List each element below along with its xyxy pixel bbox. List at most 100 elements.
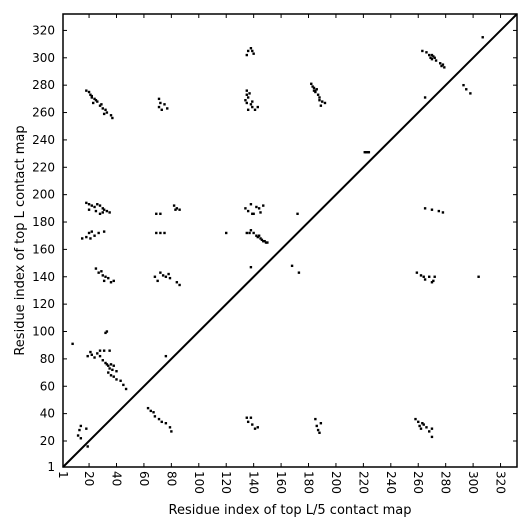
contact-point (164, 422, 168, 425)
contact-point (104, 275, 107, 278)
x-tick-label: 140 (247, 471, 261, 494)
contact-point (159, 212, 162, 216)
contact-point (101, 211, 104, 214)
contact-point (249, 47, 253, 50)
contact-point (248, 231, 251, 235)
contact-point (263, 239, 266, 243)
contact-point (414, 417, 417, 421)
contact-point (108, 367, 111, 370)
contact-point (115, 370, 118, 373)
contact-point (249, 229, 253, 232)
contact-point (96, 100, 99, 103)
contact-point (90, 353, 93, 356)
contact-point (98, 204, 102, 207)
contact-point (109, 114, 113, 117)
contact-point (314, 90, 317, 94)
contact-point (111, 368, 114, 372)
y-tick-label: 60 (40, 379, 55, 393)
contact-point (245, 89, 248, 92)
contact-point (315, 88, 318, 91)
contact-point (430, 435, 434, 439)
contact-point (434, 59, 438, 62)
y-tick-label: 120 (32, 297, 55, 311)
contact-point (93, 97, 96, 101)
contact-point (364, 151, 368, 154)
contact-point (157, 417, 161, 421)
x-tick-label: 240 (384, 471, 398, 494)
contact-point (296, 212, 299, 216)
diagonal-line (62, 13, 518, 468)
y-tick-label: 20 (40, 434, 55, 448)
contact-point (87, 231, 91, 235)
contact-point (161, 274, 165, 277)
contact-point (111, 116, 114, 120)
x-axis-ticks: 1 20 40 60 80 100 120 140 160 180 200 220 240 260 280 3… (56, 14, 508, 494)
contact-point (108, 211, 111, 214)
contact-point (155, 212, 158, 216)
x-tick-label: 40 (109, 471, 123, 486)
contact-point (89, 237, 92, 240)
contact-point (363, 151, 366, 154)
contact-point (79, 424, 83, 428)
contact-point (256, 235, 259, 239)
contact-point (481, 36, 484, 39)
contact-point (253, 427, 257, 430)
contact-point (159, 231, 162, 235)
contact-point (155, 231, 158, 235)
contact-point (252, 212, 255, 216)
contact-point (465, 88, 468, 91)
contact-point (174, 208, 177, 211)
contact-point (87, 90, 91, 94)
contact-point (86, 354, 89, 358)
contact-point (251, 423, 254, 426)
contact-point (178, 208, 181, 211)
contact-point (97, 231, 100, 235)
contact-point (245, 93, 248, 96)
contact-point (310, 82, 313, 85)
contact-point (85, 89, 88, 92)
contact-point (98, 354, 102, 358)
contact-point (264, 241, 268, 244)
contact-point (104, 361, 107, 365)
contact-point (90, 230, 93, 233)
contact-point (428, 53, 431, 57)
contact-point (157, 105, 161, 109)
contact-point (443, 66, 446, 69)
contact-point (160, 108, 163, 111)
y-tick-label: 200 (32, 188, 55, 202)
contact-point (246, 420, 250, 424)
contact-point (94, 209, 98, 213)
contact-point (319, 422, 323, 425)
contact-point (102, 279, 106, 283)
contact-point (433, 56, 436, 59)
contact-point (85, 427, 88, 430)
y-tick-label: 40 (40, 407, 55, 421)
y-tick-label: 240 (32, 133, 55, 147)
y-tick-label: 300 (32, 51, 55, 65)
x-tick-label: 160 (274, 471, 288, 494)
contact-point (93, 205, 96, 209)
contact-point (422, 423, 425, 426)
contact-point (98, 104, 102, 107)
contact-point (81, 237, 84, 240)
contact-point (96, 352, 99, 355)
contact-point (97, 271, 100, 274)
contact-point (251, 212, 254, 216)
contact-point (152, 411, 155, 414)
contact-point (246, 209, 250, 213)
contact-point (93, 356, 96, 359)
contact-point (164, 354, 168, 358)
contact-point (94, 267, 98, 270)
contact-point (252, 231, 255, 235)
contact-point (100, 103, 103, 106)
contact-point (159, 101, 162, 105)
contact-point (249, 265, 253, 269)
contact-point (244, 99, 247, 102)
contact-point (256, 105, 259, 109)
contact-point (105, 111, 109, 114)
contact-point (423, 96, 427, 99)
contact-point (91, 101, 95, 105)
contact-point (245, 416, 248, 419)
contact-point (76, 434, 80, 437)
